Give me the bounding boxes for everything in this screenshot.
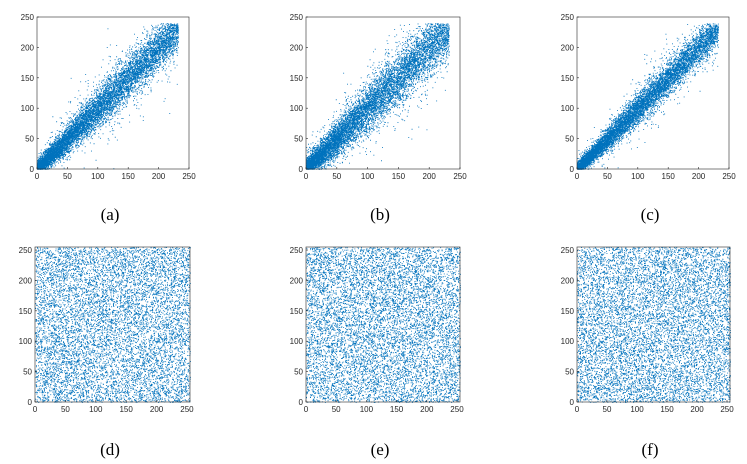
x-tick-label: 100 (361, 172, 375, 181)
scatter-points (35, 247, 191, 403)
x-tick-label: 150 (660, 405, 674, 414)
y-tick-label: 150 (290, 307, 304, 316)
scatter-points (306, 247, 461, 403)
y-tick-label: 100 (290, 104, 304, 113)
y-tick-label: 0 (570, 398, 575, 407)
y-tick-label: 0 (30, 165, 35, 174)
y-tick-label: 150 (561, 307, 575, 316)
scatter-points (306, 23, 450, 170)
panel-caption: (a) (101, 205, 120, 224)
x-tick-label: 200 (152, 172, 166, 181)
x-tick-label: 50 (332, 172, 341, 181)
y-tick-label: 50 (565, 135, 574, 144)
scatter-panel-b: 0 50 100 150 200 250 0 50 100 150 200 250 (b) (290, 13, 468, 224)
y-tick-label: 200 (561, 43, 575, 52)
y-tick-label: 0 (570, 165, 575, 174)
axes-box (305, 16, 461, 170)
axes-box (576, 16, 730, 170)
scatter-points (37, 23, 179, 170)
y-tick-label: 0 (299, 165, 304, 174)
scatter-panel-d: 0 50 100 150 200 250 0 50 100 150 200 250 (d) (19, 246, 195, 459)
x-tick-label: 150 (662, 172, 676, 181)
x-tick-label: 250 (450, 405, 464, 414)
y-tick-label: 200 (290, 43, 304, 52)
panel-caption: (e) (371, 440, 390, 459)
x-tick-label: 250 (453, 172, 467, 181)
x-tick-label: 100 (631, 172, 645, 181)
x-tick-label: 100 (91, 172, 105, 181)
x-tick-label: 250 (182, 172, 196, 181)
x-tick-label: 150 (390, 405, 404, 414)
y-tick-label: 100 (561, 337, 575, 346)
y-tick-label: 250 (21, 13, 35, 22)
x-tick-label: 0 (304, 172, 309, 181)
y-tick-label: 200 (561, 276, 575, 285)
y-tick-label: 250 (561, 13, 575, 22)
x-tick-label: 250 (180, 405, 194, 414)
x-tick-label: 100 (630, 405, 644, 414)
y-tick-label: 50 (565, 368, 574, 377)
y-tick-label: 250 (290, 246, 304, 255)
x-tick-label: 250 (720, 405, 734, 414)
x-tick-label: 0 (304, 405, 309, 414)
x-tick-label: 100 (89, 405, 103, 414)
y-tick-label: 150 (21, 74, 35, 83)
y-tick-label: 250 (561, 246, 575, 255)
y-tick-label: 0 (299, 398, 304, 407)
x-tick-label: 50 (332, 405, 341, 414)
axes-box (34, 246, 191, 403)
x-tick-label: 150 (122, 172, 136, 181)
x-tick-label: 200 (150, 405, 164, 414)
y-tick-label: 0 (28, 398, 33, 407)
x-tick-label: 50 (61, 405, 70, 414)
panel-caption: (c) (641, 205, 660, 224)
panel-caption: (d) (100, 440, 120, 459)
x-tick-label: 200 (692, 172, 706, 181)
y-tick-label: 150 (290, 74, 304, 83)
panel-caption: (b) (370, 205, 390, 224)
scatter-panel-a: 0 50 100 150 200 250 0 50 100 150 200 250 (a) (21, 13, 197, 224)
scatter-points (577, 247, 731, 403)
y-tick-label: 50 (294, 368, 303, 377)
y-tick-label: 250 (19, 246, 33, 255)
y-tick-label: 150 (561, 74, 575, 83)
y-tick-label: 50 (23, 368, 32, 377)
x-tick-label: 0 (35, 172, 40, 181)
axes-box (36, 16, 190, 170)
y-tick-label: 250 (290, 13, 304, 22)
y-tick-label: 100 (19, 337, 33, 346)
y-tick-label: 100 (290, 337, 304, 346)
y-tick-label: 50 (25, 135, 34, 144)
scatter-points (577, 23, 719, 170)
y-tick-label: 200 (290, 276, 304, 285)
y-tick-label: 100 (21, 104, 35, 113)
x-tick-label: 50 (603, 405, 612, 414)
y-tick-label: 100 (561, 104, 575, 113)
x-tick-label: 150 (119, 405, 133, 414)
scatter-panel-c: 0 50 100 150 200 250 0 50 100 150 200 250 (c) (561, 13, 737, 224)
y-tick-label: 150 (19, 307, 33, 316)
x-tick-label: 50 (63, 172, 72, 181)
x-tick-label: 200 (423, 172, 437, 181)
y-tick-label: 50 (294, 135, 303, 144)
x-tick-label: 200 (690, 405, 704, 414)
scatter-panel-f: 0 50 100 150 200 250 0 50 100 150 200 250 (f) (561, 246, 735, 459)
y-tick-label: 200 (19, 276, 33, 285)
x-tick-label: 150 (392, 172, 406, 181)
x-tick-label: 200 (420, 405, 434, 414)
x-tick-label: 0 (33, 405, 38, 414)
x-tick-label: 50 (603, 172, 612, 181)
x-tick-label: 100 (360, 405, 374, 414)
axes-box (576, 246, 731, 403)
x-tick-label: 0 (575, 405, 580, 414)
y-tick-label: 200 (21, 43, 35, 52)
axes-box (305, 246, 461, 403)
scatter-panel-e: 0 50 100 150 200 250 0 50 100 150 200 250 (e) (290, 246, 465, 459)
panel-caption: (f) (642, 440, 659, 459)
x-tick-label: 0 (575, 172, 580, 181)
x-tick-label: 250 (722, 172, 736, 181)
